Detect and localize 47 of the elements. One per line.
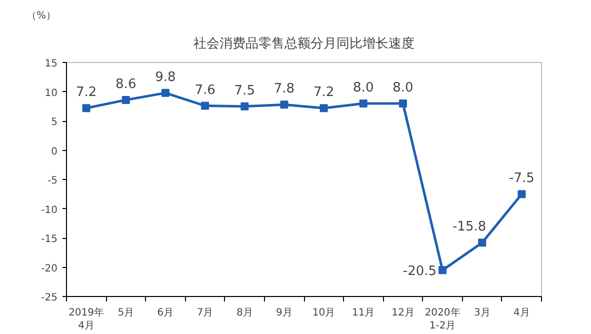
x-tick-label: 2019年 4月 [68, 306, 104, 332]
x-tick-label: 6月 [157, 308, 174, 318]
y-tick-label: 5 [51, 117, 58, 128]
x-tick-label: 7月 [196, 308, 214, 318]
point [359, 99, 368, 108]
x-tick-label: 8月 [236, 308, 253, 318]
point [478, 238, 486, 247]
data-label: -15.8 [452, 220, 486, 235]
point [518, 190, 526, 198]
y-tick-label: -20 [41, 263, 58, 274]
data-label: 7.2 [313, 85, 334, 100]
point [82, 104, 90, 112]
data-label: 7.8 [274, 82, 295, 97]
y-tick-label: -5 [48, 176, 58, 186]
data-label: -20.5 [402, 264, 437, 280]
y-tick-label: 15 [44, 58, 58, 70]
x-tick-label: 12月 [392, 308, 414, 318]
data-label: 8.0 [353, 80, 374, 96]
data-label: -7.5 [509, 171, 534, 186]
y-tick-label: -25 [41, 292, 58, 304]
data-label: 8.0 [392, 80, 414, 96]
point [398, 99, 407, 108]
x-tick-label: 11月 [352, 308, 375, 318]
data-label: 9.8 [155, 70, 176, 85]
y-tick-label: 10 [44, 88, 58, 99]
x-tick-label: 4月 [514, 308, 530, 318]
point [438, 266, 447, 274]
data-label: 7.5 [234, 83, 255, 98]
x-tick-label: 2020年 1-2月 [424, 306, 460, 332]
point [122, 96, 130, 104]
y-tick-label: -10 [41, 204, 58, 216]
point [320, 104, 328, 112]
point [240, 102, 249, 110]
point [280, 100, 288, 109]
data-label: 7.6 [194, 82, 216, 98]
data-label: 8.6 [116, 76, 136, 92]
x-tick-label: 10月 [312, 308, 336, 318]
data-label: 7.2 [76, 85, 97, 100]
x-tick-label: 3月 [474, 308, 490, 318]
point [201, 102, 210, 110]
x-tick-label: 5月 [118, 308, 134, 318]
x-tick-label: 9月 [276, 308, 292, 318]
y-axis-title: （%） [26, 10, 56, 22]
y-tick-label: -15 [41, 234, 58, 245]
chart-title: 社会消费品零售总额分月同比增长速度 [194, 36, 414, 52]
y-tick-label: 0 [51, 146, 58, 158]
point [161, 88, 170, 97]
